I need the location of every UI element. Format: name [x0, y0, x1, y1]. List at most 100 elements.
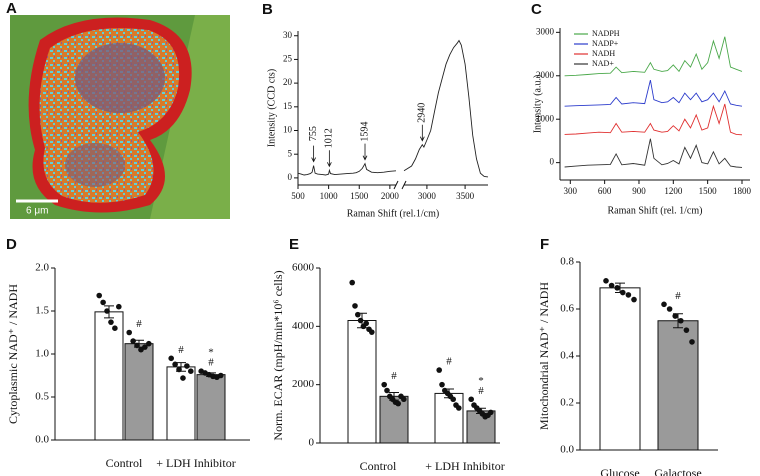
peak-arrow	[327, 150, 332, 168]
data-point	[401, 396, 407, 403]
data-point	[188, 368, 194, 375]
y-tick-label: 0	[309, 437, 315, 449]
y-tick-label: 10	[283, 125, 293, 135]
x-tick-label: 900	[632, 186, 646, 196]
y-tick-label: 3000	[536, 26, 555, 36]
bar	[124, 343, 154, 441]
y-axis-label: Intensity (a.u.)	[532, 75, 543, 134]
data-point	[683, 327, 690, 333]
data-point	[384, 387, 390, 394]
legend-label: NADH	[592, 49, 615, 58]
background-region	[150, 15, 230, 219]
y-tick-label: 0.0	[35, 434, 49, 446]
peak-arrow	[419, 124, 425, 142]
series-line	[564, 79, 743, 107]
data-point	[180, 375, 186, 381]
y-axis-label: Norm. ECAR (mpH/min*10⁶ cells)	[271, 270, 285, 440]
axis-break	[401, 180, 407, 190]
data-point	[625, 292, 632, 298]
y-tick-label: 0.0	[560, 444, 574, 456]
data-point	[357, 317, 364, 324]
peak-arrow	[362, 143, 368, 161]
data-point	[108, 319, 114, 325]
bar	[434, 392, 464, 444]
y-tick-label: 15	[283, 101, 293, 111]
significance-mark: #	[478, 385, 484, 397]
y-tick-label: 2.0	[35, 262, 49, 274]
data-point	[100, 299, 106, 306]
data-point	[134, 342, 140, 349]
data-point	[126, 329, 132, 336]
y-axis-label: Cytoplasmic NAD⁺ / NADH	[6, 284, 20, 424]
legend-label: NAD+	[592, 59, 614, 68]
y-tick-label: 1.5	[35, 305, 49, 317]
data-point	[603, 278, 609, 284]
x-tick-label: 500	[291, 191, 305, 201]
data-point	[184, 363, 190, 369]
data-point	[488, 409, 494, 416]
series-line	[564, 103, 743, 136]
data-point	[218, 372, 224, 379]
data-point	[349, 279, 356, 286]
significance-mark: #	[391, 370, 397, 382]
peak-label: 2940	[417, 103, 428, 123]
panel-letter: D	[6, 236, 17, 253]
axis-break	[393, 180, 399, 190]
data-point	[168, 355, 174, 362]
y-tick-label: 0.6	[560, 303, 574, 315]
data-point	[172, 361, 178, 368]
panel-letter: E	[289, 236, 299, 253]
data-point	[395, 400, 402, 407]
peak-label: 1012	[324, 128, 335, 148]
data-point	[116, 303, 122, 310]
panel-letter: F	[540, 236, 549, 253]
x-tick-label: 2000	[381, 191, 400, 201]
panel-letter: B	[262, 1, 273, 18]
y-tick-label: 1.0	[35, 348, 49, 360]
data-point	[661, 301, 667, 308]
data-point	[96, 292, 102, 299]
y-tick-label: 30	[283, 30, 293, 40]
y-tick-label: 20	[283, 77, 293, 87]
y-tick-label: 2000	[292, 378, 315, 390]
data-point	[363, 320, 370, 327]
data-point	[381, 381, 388, 388]
significance-mark: #	[208, 357, 214, 369]
data-point	[104, 308, 110, 314]
data-point	[666, 306, 673, 312]
y-tick-label: 1000	[536, 113, 555, 123]
significance-mark: #	[675, 290, 681, 302]
y-tick-label: 4000	[292, 320, 315, 332]
x-tick-label: + LDH Inhibitor	[425, 459, 504, 473]
significance-mark: #	[178, 344, 184, 356]
legend-label: NADP+	[592, 39, 619, 48]
data-point	[689, 339, 695, 345]
x-tick-label: 600	[598, 186, 612, 196]
y-axis-label: Intensity (CCD cts)	[266, 69, 277, 147]
nucleus	[75, 43, 165, 113]
data-point	[439, 381, 445, 388]
x-tick-label: Control	[360, 459, 397, 473]
x-axis-label: Raman Shift (rel. 1/cm)	[608, 205, 703, 216]
y-tick-label: 0.2	[560, 397, 574, 409]
data-point	[355, 311, 361, 318]
significance-mark: *	[478, 375, 484, 387]
x-tick-label: 3500	[456, 191, 475, 201]
y-tick-label: 6000	[292, 262, 315, 274]
x-tick-label: 1000	[320, 191, 339, 201]
series-line	[297, 39, 489, 178]
x-tick-label: 300	[564, 186, 578, 196]
image-panel: 6 μm A	[6, 0, 230, 219]
peak-arrow	[311, 145, 316, 163]
significance-mark: *	[208, 347, 214, 359]
y-tick-label: 25	[283, 53, 293, 63]
x-tick-label: Control	[106, 456, 143, 470]
y-tick-label: 2000	[536, 70, 555, 80]
bar	[94, 311, 124, 441]
data-point	[436, 367, 443, 373]
bar	[196, 374, 226, 441]
panel-letter: C	[531, 1, 542, 18]
y-tick-label: 0	[550, 157, 555, 167]
x-tick-label: + LDH Inhibitor	[156, 456, 235, 470]
